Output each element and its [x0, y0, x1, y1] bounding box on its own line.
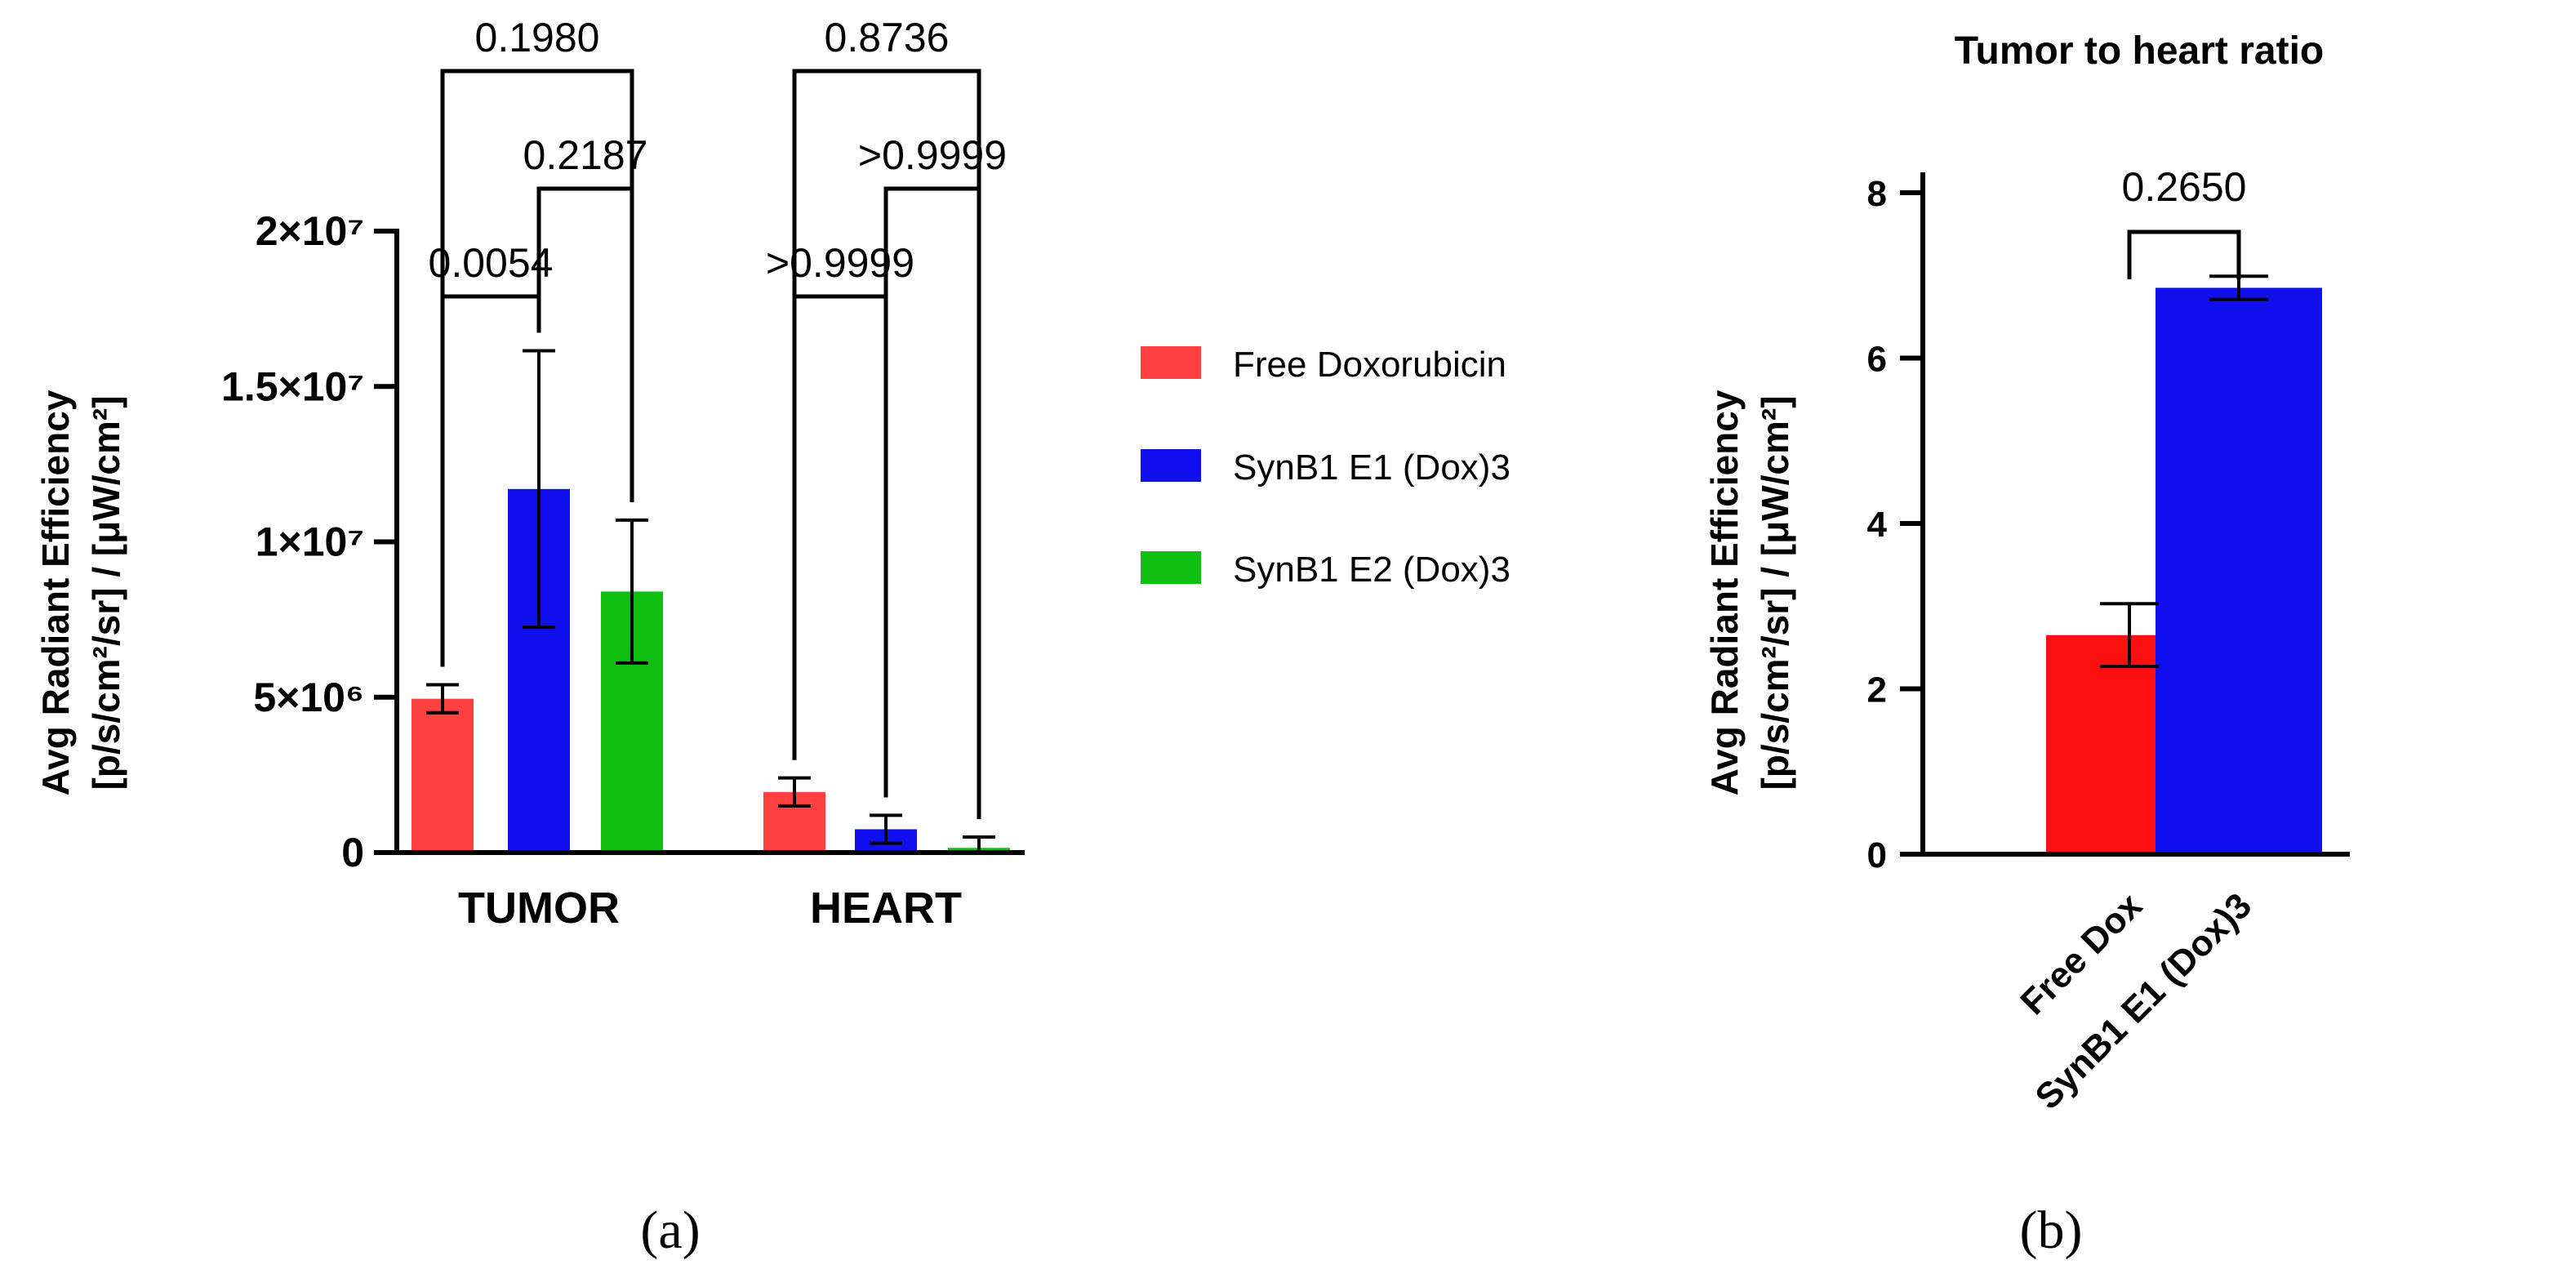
chart-a-legend: Free Doxorubicin SynB1 E1 (Dox)3 SynB1 E2 … [1141, 345, 1510, 590]
chart-a-significance-bracket [792, 69, 981, 819]
chart-a-ytick-label: 5×10⁶ [253, 675, 364, 720]
chart-b-ytick-label: 6 [1867, 340, 1887, 380]
chart-a-legend-swatch [1141, 551, 1201, 584]
chart-a-category-label: HEART [810, 884, 962, 933]
chart-a-category-label: TUMOR [458, 884, 620, 933]
chart-a-p-value: 0.0054 [429, 240, 554, 286]
chart-a-significance-bracket [440, 69, 634, 667]
chart-a-ytick-label: 2×10⁷ [256, 208, 364, 254]
chart-b-ylabel-line2: [p/s/cm²/sr] / [μW/cm²] [1754, 395, 1796, 790]
chart-a-ylabel-line2: [p/s/cm²/sr] / [μW/cm²] [85, 395, 127, 790]
chart-a-ylabel-line1: Avg Radiant Efficiency [34, 390, 77, 795]
chart-a: Avg Radiant Efficiency [p/s/cm²/sr] / [μ… [34, 15, 1510, 1260]
panel-label-b: (b) [2020, 1200, 2083, 1260]
panel-label-a: (a) [640, 1200, 700, 1260]
chart-a-legend-label: SynB1 E1 (Dox)3 [1233, 448, 1510, 488]
chart-b-ytick-label: 2 [1867, 670, 1887, 710]
chart-b-ylabel-line1: Avg Radiant Efficiency [1703, 390, 1746, 795]
chart-a-p-value: 0.1980 [475, 15, 600, 60]
chart-a-ytick-label: 1.5×10⁷ [221, 363, 364, 409]
chart-a-p-value: >0.9999 [766, 240, 914, 286]
chart-a-legend-label: SynB1 E2 (Dox)3 [1233, 550, 1510, 590]
chart-a-error-bar [426, 683, 459, 715]
chart-b-ytick-label: 0 [1867, 835, 1887, 875]
chart-a-legend-swatch [1141, 346, 1201, 379]
chart-a-error-bar [870, 813, 902, 845]
chart-a-ytick-label: 0 [341, 830, 364, 875]
chart-b-significance-bracket [2127, 229, 2241, 279]
chart-a-legend-swatch [1141, 449, 1201, 482]
chart-a-significance-bracket [792, 294, 888, 798]
chart-a-significance-bracket [536, 186, 634, 502]
chart-a-error-bar [523, 349, 555, 630]
chart-a-legend-label: Free Doxorubicin [1233, 345, 1506, 385]
chart-a-p-value: 0.2187 [523, 132, 648, 178]
chart-b: Tumor to heart ratio Avg Radiant Efficie… [1703, 29, 2350, 1260]
chart-a-p-value: >0.9999 [858, 132, 1007, 178]
chart-b-category-label: SynB1 E1 (Dox)3 [2027, 885, 2259, 1117]
chart-a-p-value: 0.8736 [825, 15, 950, 60]
chart-b-p-value: 0.2650 [2122, 164, 2247, 210]
chart-a-ytick-label: 1×10⁷ [256, 519, 364, 565]
chart-a-bar [412, 698, 474, 853]
chart-b-ytick-label: 4 [1867, 505, 1888, 545]
chart-b-ytick-label: 8 [1867, 174, 1887, 214]
chart-a-error-bar [778, 776, 811, 808]
chart-a-error-bar [616, 518, 648, 665]
chart-b-error-bar [2100, 602, 2159, 669]
chart-b-bar [2156, 287, 2322, 854]
chart-b-title: Tumor to heart ratio [1955, 29, 2324, 73]
